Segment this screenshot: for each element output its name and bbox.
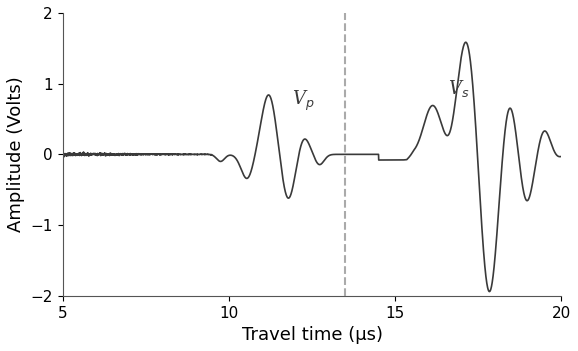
X-axis label: Travel time (μs): Travel time (μs) [242,326,383,344]
Text: V$_s$: V$_s$ [449,78,470,99]
Y-axis label: Amplitude (Volts): Amplitude (Volts) [7,77,25,232]
Text: V$_p$: V$_p$ [292,89,314,113]
